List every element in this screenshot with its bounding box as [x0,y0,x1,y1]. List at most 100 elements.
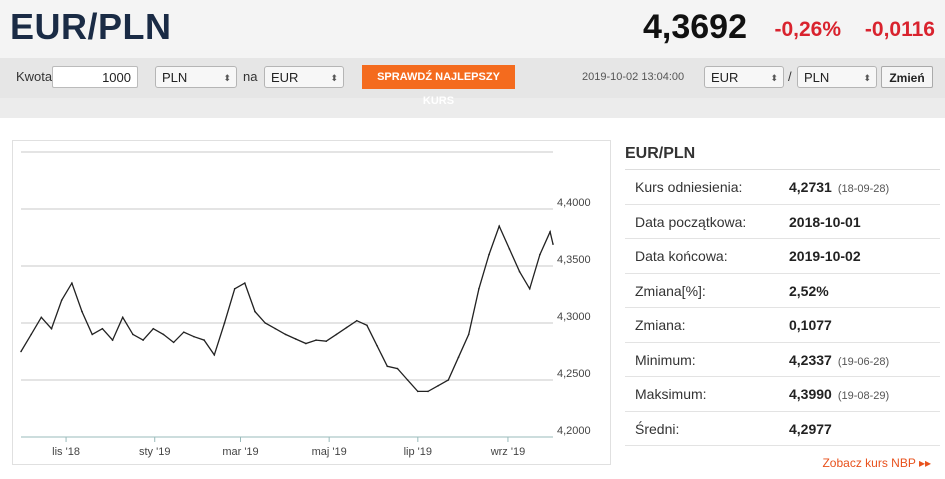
check-best-rate-button[interactable]: SPRAWDŹ NAJLEPSZY KURS [362,65,515,89]
price-point [61,299,63,301]
to-currency-select[interactable]: EUR ⬍ [264,66,344,88]
current-rate: 4,3692 [643,8,747,47]
price-point [30,334,32,336]
x-tick-label: wrz '19 [490,446,526,458]
stats-key: Maksimum: [635,377,707,411]
select-arrows-icon: ⬍ [863,67,871,89]
price-point [468,334,470,336]
price-point [478,288,480,290]
pair-base-select[interactable]: EUR ⬍ [704,66,784,88]
price-point [91,334,93,336]
stats-title: EUR/PLN [625,140,940,170]
price-point [234,288,236,290]
price-point [336,334,338,336]
y-tick-label: 4,3500 [557,254,591,266]
price-point [427,391,429,393]
price-point [376,345,378,347]
price-point [315,339,317,341]
price-point [275,328,277,330]
price-point [102,328,104,330]
change-percent: -0,26% [774,18,841,42]
price-point [132,334,134,336]
x-tick-label: maj '19 [312,446,347,458]
stats-key: Minimum: [635,343,696,377]
pair-quote-select[interactable]: PLN ⬍ [797,66,877,88]
pair-quote-value: PLN [804,70,829,85]
price-point [488,254,490,256]
price-point [41,317,43,319]
stats-row: Data końcowa: 2019-10-02 [625,239,940,274]
stats-value: 4,2977 [789,412,832,446]
stats-date: (18-09-28) [838,183,889,195]
stats-key: Zmiana[%]: [635,274,706,308]
price-point [366,324,368,326]
price-point [325,340,327,342]
price-point [529,288,531,290]
price-point [173,342,175,344]
price-point [285,334,287,336]
price-line [21,226,553,391]
amount-input[interactable]: 1000 [52,66,138,88]
price-point [81,311,83,313]
price-point [509,248,511,250]
price-point [437,385,439,387]
timestamp: 2019-10-02 13:04:00 [582,66,684,88]
price-point [552,243,554,245]
stats-value: 2018-10-01 [789,205,861,239]
stats-row: Zmiana[%]: 2,52% [625,274,940,309]
from-currency-select[interactable]: PLN ⬍ [155,66,237,88]
price-point [397,368,399,370]
price-point [214,354,216,356]
page-title: EUR/PLN [10,6,172,48]
select-arrows-icon: ⬍ [223,67,231,89]
stats-value: 4,2337 (19-06-28) [789,343,889,379]
stats-key: Średni: [635,412,679,446]
price-point [264,322,266,324]
price-point [203,339,205,341]
stats-value: 0,1077 [789,308,832,342]
price-point [417,391,419,393]
pair-separator: / [788,66,792,88]
nbp-rate-link[interactable]: Zobacz kurs NBP ▸▸ [822,456,931,470]
x-tick-label: lis '18 [52,446,80,458]
price-point [305,343,307,345]
change-absolute: -0,0116 [865,18,935,42]
chart-panel: 4,4000 4,3500 4,3000 4,2500 4,2000 lis '18 sty… [12,140,611,465]
price-point [224,322,226,324]
price-point [244,282,246,284]
stats-value: 4,2731 (18-09-28) [789,170,889,206]
stats-value: 4,3990 (19-08-29) [789,377,889,413]
stats-date: (19-06-28) [838,356,889,368]
price-point [448,379,450,381]
stats-row: Zmiana: 0,1077 [625,308,940,343]
stats-row: Minimum: 4,2337 (19-06-28) [625,343,940,378]
stats-row: Kurs odniesienia: 4,2731 (18-09-28) [625,170,940,205]
price-point [458,356,460,358]
price-point [498,225,500,227]
y-tick-label: 4,2500 [557,368,591,380]
stats-value: 2,52% [789,274,829,308]
x-tick-label: sty '19 [139,446,170,458]
price-chart: 4,4000 4,3500 4,3000 4,2500 4,2000 lis '18 sty… [13,141,610,464]
stats-date: (19-08-29) [838,390,889,402]
x-tick-label: lip '19 [404,446,432,458]
to-currency-value: EUR [271,70,298,85]
from-currency-value: PLN [162,70,187,85]
change-pair-button[interactable]: Zmień [881,66,933,88]
x-tick-label: mar '19 [222,446,258,458]
price-point [549,231,551,233]
price-point [356,320,358,322]
price-point [142,339,144,341]
price-point [152,328,154,330]
header: EUR/PLN 4,3692 -0,26% -0,0116 [0,0,945,58]
converter-toolbar: Kwota 1000 PLN ⬍ na EUR ⬍ SPRAWDŹ NAJLEP… [0,58,945,98]
stats-row: Data początkowa: 2018-10-01 [625,205,940,240]
y-tick-label: 4,2000 [557,425,591,437]
to-label: na [243,66,257,88]
price-point [112,339,114,341]
pair-base-value: EUR [711,70,738,85]
y-tick-label: 4,4000 [557,197,591,209]
price-point [407,379,409,381]
price-point [295,338,297,340]
price-point [193,336,195,338]
